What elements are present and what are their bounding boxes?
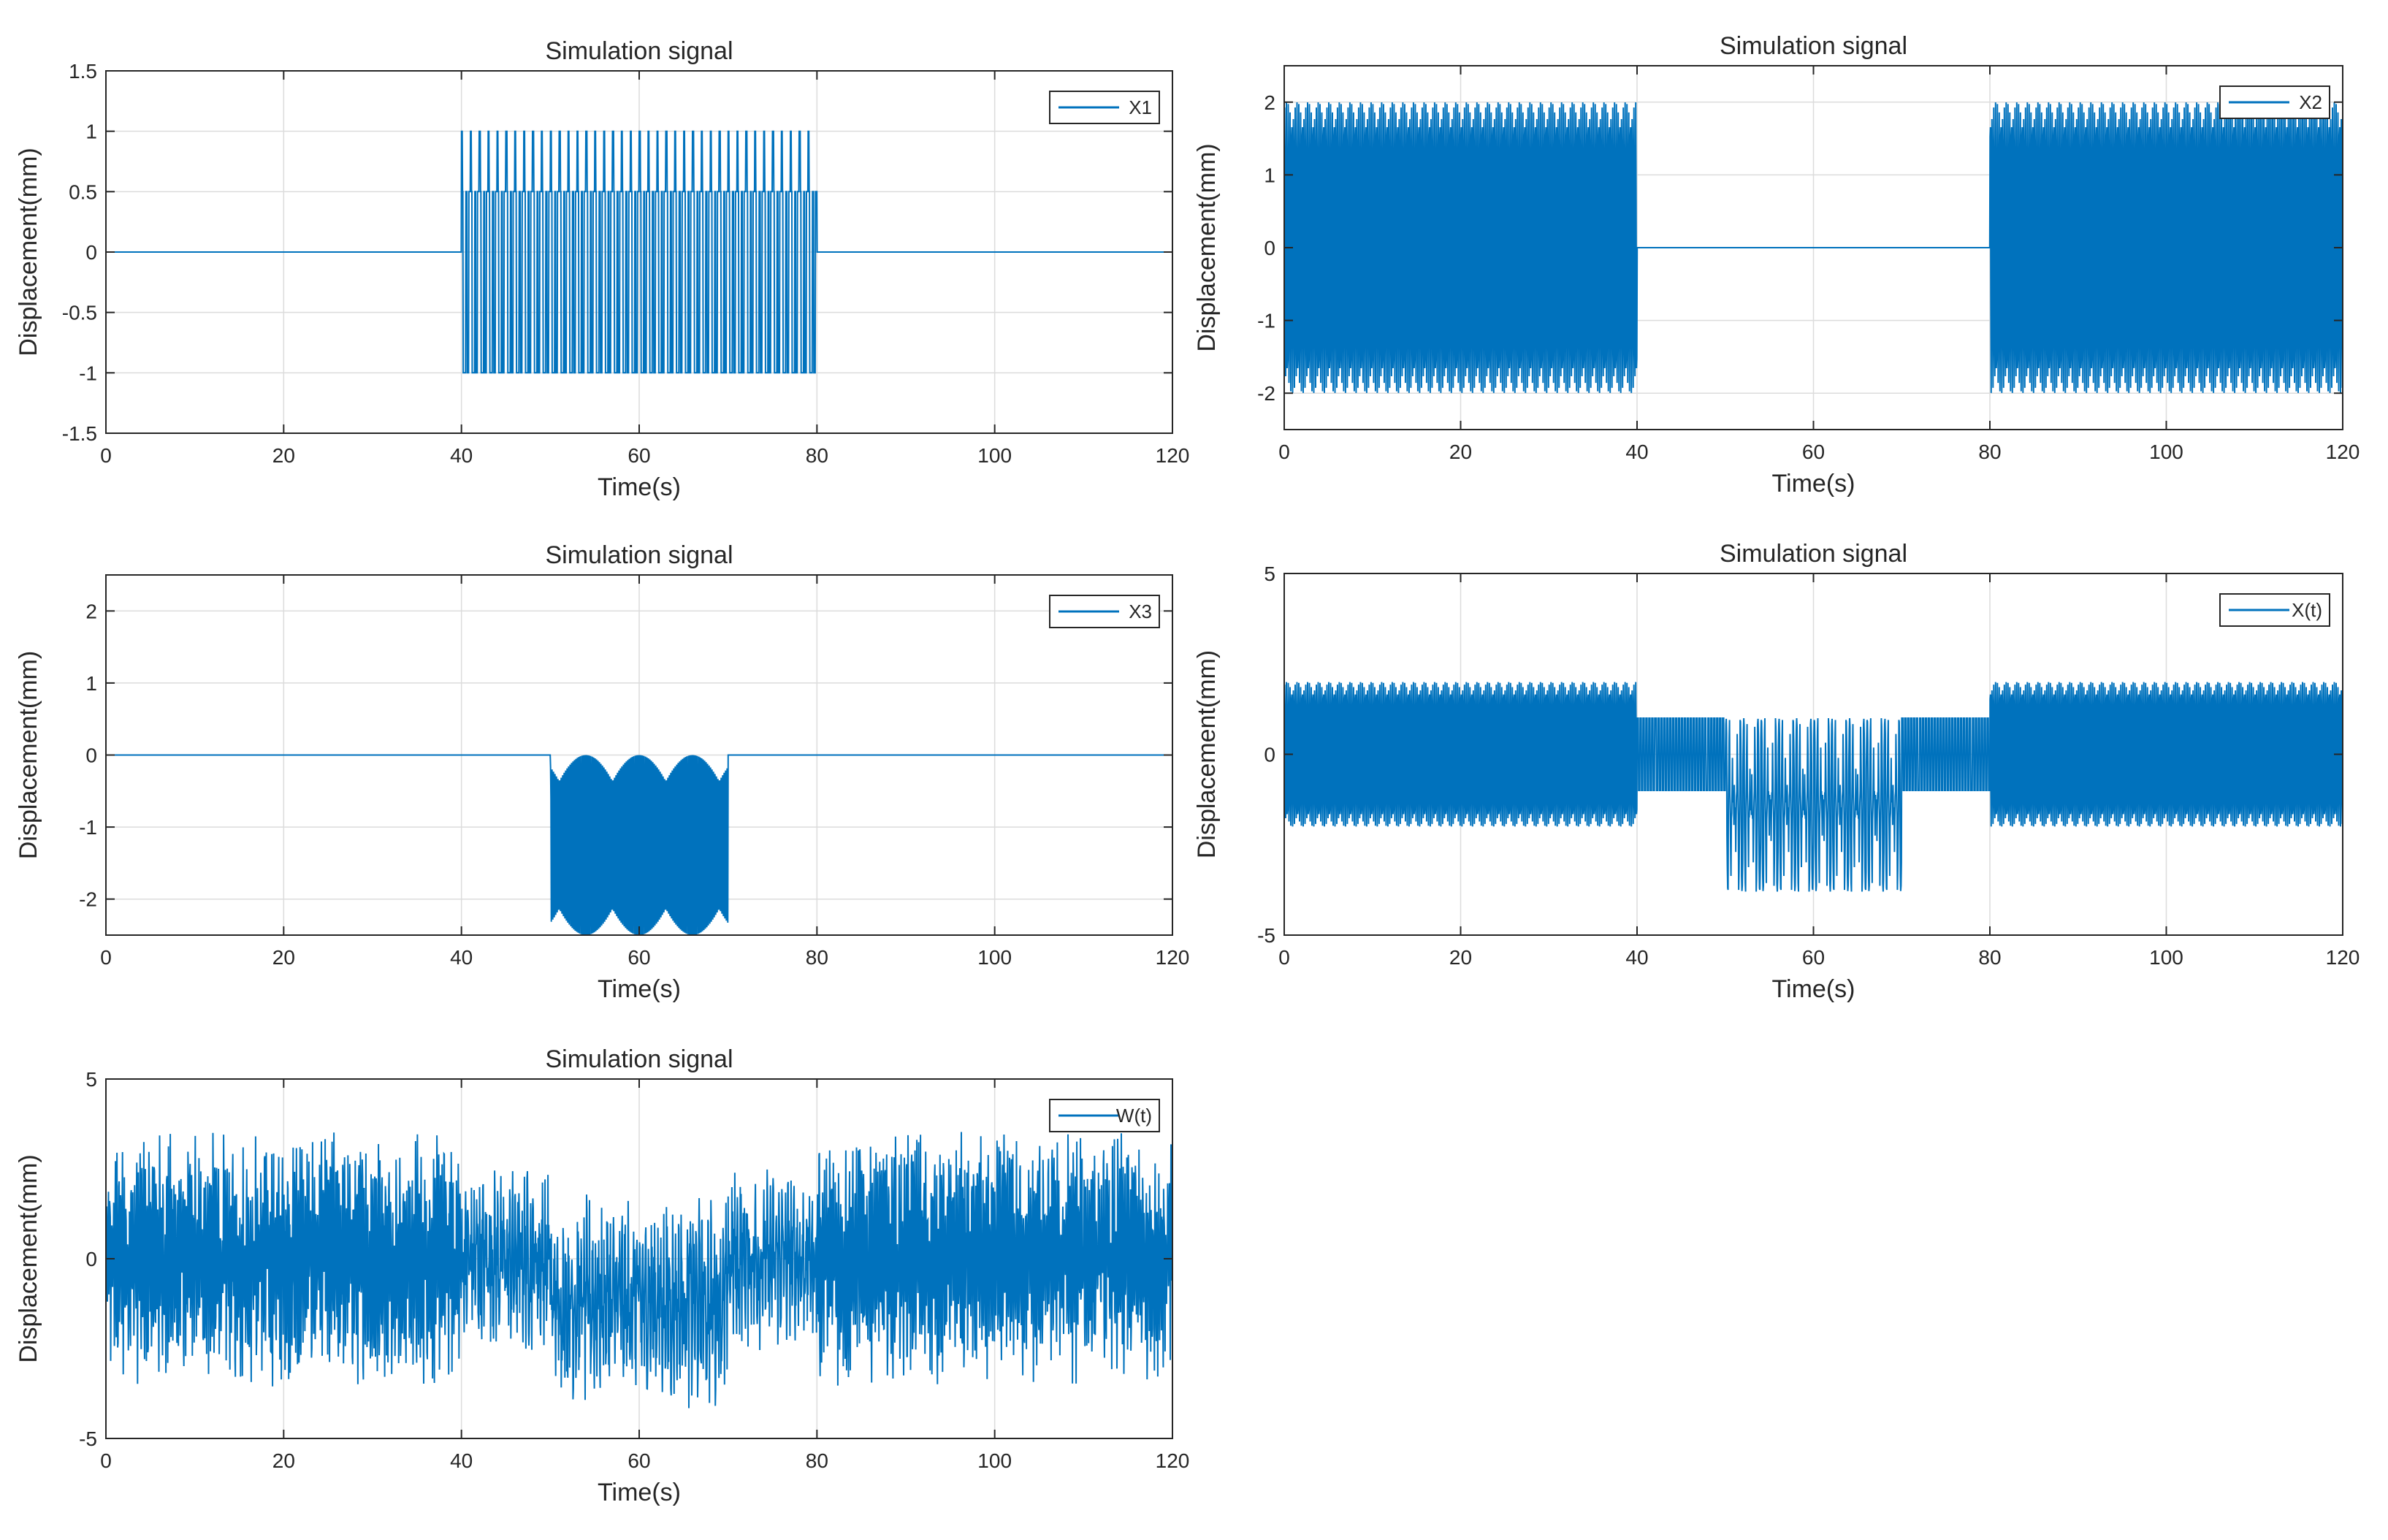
x-tick-label: 60 <box>1802 441 1825 463</box>
x-tick-label: 100 <box>2149 441 2183 463</box>
x-tick-label: 40 <box>1625 441 1648 463</box>
series-line-xt <box>1283 682 2343 892</box>
legend-label: X2 <box>2299 91 2322 113</box>
legend-label: X(t) <box>2292 599 2322 621</box>
y-tick-label: -2 <box>79 888 97 911</box>
y-axis-label: Displacement(mm) <box>1193 143 1221 351</box>
series-line-x1 <box>106 130 1172 374</box>
x-tick-label: 120 <box>2326 946 2360 969</box>
x-tick-label: 20 <box>272 946 295 969</box>
x-tick-label: 20 <box>1449 946 1472 969</box>
x-tick-label: 120 <box>1156 444 1190 467</box>
x-tick-label: 60 <box>627 946 650 969</box>
x-tick-label: 0 <box>100 1449 112 1472</box>
legend-label: W(t) <box>1116 1105 1152 1127</box>
y-axis-label: Displacement(mm) <box>15 148 42 356</box>
x-tick-label: 80 <box>1978 946 2001 969</box>
legend: X(t) <box>2219 593 2330 627</box>
x-tick-label: 60 <box>627 1449 650 1472</box>
x-tick-label: 0 <box>100 444 112 467</box>
x-tick-label: 20 <box>1449 441 1472 463</box>
y-tick-label: -1 <box>79 362 97 384</box>
y-tick-label: 0 <box>1264 744 1275 766</box>
y-tick-label: 0 <box>85 744 97 767</box>
x-axis-label: Time(s) <box>1772 975 1855 1003</box>
y-tick-label: -5 <box>79 1427 97 1450</box>
y-axis-label: Displacement(mm) <box>15 1154 42 1362</box>
charts-root: 0 20 40 60 80 100 120-1.5-1-0.500.511.5Simulat… <box>15 32 2360 1506</box>
x-tick-label: 100 <box>977 444 1012 467</box>
chart-title: Simulation signal <box>545 37 733 65</box>
x-tick-label: 100 <box>977 946 1012 969</box>
x-tick-label: 40 <box>450 1449 473 1472</box>
y-tick-label: -1 <box>79 816 97 839</box>
x-tick-label: 80 <box>806 1449 828 1472</box>
x-tick-label: 120 <box>1156 946 1190 969</box>
chart-title: Simulation signal <box>1720 32 1907 60</box>
y-tick-label: 5 <box>85 1068 97 1091</box>
x-axis-label: Time(s) <box>598 975 681 1003</box>
y-tick-label: 5 <box>1264 563 1275 585</box>
x-tick-label: 20 <box>272 444 295 467</box>
x-axis-label: Time(s) <box>1772 470 1855 498</box>
legend: X2 <box>2219 85 2330 119</box>
chart-title: Simulation signal <box>1720 540 1907 568</box>
legend: X1 <box>1049 91 1160 124</box>
chart-x3: 0 20 40 60 80 100 120 -2 -1 0 1 2 Simulation signal T… <box>15 541 1189 1003</box>
y-tick-label: 1.5 <box>69 60 97 83</box>
y-tick-label: -2 <box>1257 382 1275 405</box>
y-tick-label: 0.5 <box>69 180 97 203</box>
y-tick-label: -1 <box>1257 310 1275 332</box>
x-tick-label: 100 <box>2149 946 2183 969</box>
y-tick-label: 1 <box>85 672 97 695</box>
x-tick-label: 0 <box>1278 946 1290 969</box>
x-tick-label: 60 <box>627 444 650 467</box>
y-axis-label: Displacement(mm) <box>15 651 42 859</box>
legend-label: X3 <box>1129 601 1152 622</box>
chart-title: Simulation signal <box>545 541 733 569</box>
chart-x1: 0 20 40 60 80 100 120 -1.5 -1 -0.5 0 0.5 1 1.5 Simulat… <box>15 37 1189 501</box>
y-tick-label: 0 <box>85 1248 97 1270</box>
x-tick-label: 20 <box>272 1449 295 1472</box>
chart-title: Simulation signal <box>545 1045 733 1073</box>
x-axis-label: Time(s) <box>598 1479 681 1506</box>
chart-x2: 0 20 40 60 80 100 120 -2 -1 0 1 2 Simulation signal T… <box>1193 32 2360 498</box>
x-tick-label: 0 <box>100 946 112 969</box>
series-line-x2 <box>1283 102 2343 393</box>
y-tick-label: 0 <box>85 241 97 264</box>
x-tick-label: 40 <box>450 444 473 467</box>
x-tick-label: 120 <box>2326 441 2360 463</box>
y-tick-label: 1 <box>85 121 97 143</box>
x-tick-label: 0 <box>1278 441 1290 463</box>
y-tick-label: -0.5 <box>62 302 97 324</box>
x-tick-label: 80 <box>806 946 828 969</box>
x-tick-label: 40 <box>450 946 473 969</box>
y-tick-label: -1.5 <box>62 422 97 445</box>
series-line-x3 <box>106 754 1172 936</box>
legend: W(t) <box>1049 1099 1160 1132</box>
x-tick-label: 80 <box>806 444 828 467</box>
x-tick-label: 100 <box>977 1449 1012 1472</box>
y-tick-label: 2 <box>85 600 97 622</box>
y-tick-label: 0 <box>1264 237 1275 259</box>
x-tick-label: 40 <box>1625 946 1648 969</box>
x-axis-label: Time(s) <box>598 473 681 501</box>
y-tick-label: 1 <box>1264 164 1275 186</box>
legend-label: X1 <box>1129 96 1152 118</box>
y-tick-label: -5 <box>1257 924 1275 947</box>
series-line-wt <box>105 1132 1173 1409</box>
x-tick-label: 60 <box>1802 946 1825 969</box>
legend: X3 <box>1049 595 1160 628</box>
x-tick-label: 80 <box>1978 441 2001 463</box>
y-axis-label: Displacement(mm) <box>1193 650 1221 858</box>
x-tick-label: 120 <box>1156 1449 1190 1472</box>
y-tick-label: 2 <box>1264 91 1275 114</box>
